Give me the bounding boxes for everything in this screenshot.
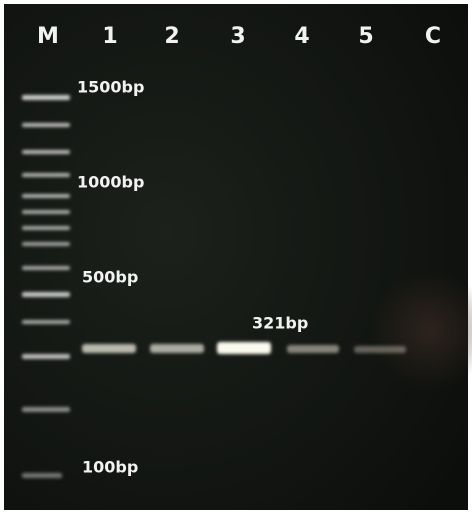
ladder-band xyxy=(22,194,70,198)
size-label: 1000bp xyxy=(77,173,144,192)
ladder-band xyxy=(22,210,70,214)
ladder-band xyxy=(22,226,70,230)
ladder-band xyxy=(22,407,70,412)
lane-label: C xyxy=(425,24,441,49)
ladder-band xyxy=(22,354,70,359)
ladder-band xyxy=(22,320,70,324)
lane-label: 2 xyxy=(164,24,179,49)
ladder-band xyxy=(22,150,70,154)
gel-image: M 1 2 3 4 5 C 1500bp 1000bp 500bp 100bp … xyxy=(0,0,472,514)
gel-background xyxy=(4,4,468,510)
page: M 1 2 3 4 5 C 1500bp 1000bp 500bp 100bp … xyxy=(0,0,472,514)
band-lane-2 xyxy=(150,344,204,353)
band-lane-5 xyxy=(354,346,406,353)
size-label: 1500bp xyxy=(77,78,144,97)
ladder-band xyxy=(22,123,70,127)
ladder-band xyxy=(22,95,70,100)
ladder-band xyxy=(22,266,70,270)
lane-label: 4 xyxy=(294,24,309,49)
ladder-band xyxy=(22,473,62,478)
ladder-band xyxy=(22,173,70,177)
lane-label: 3 xyxy=(230,24,245,49)
lane-label: 1 xyxy=(102,24,117,49)
ladder-band xyxy=(22,242,70,246)
product-label: 321bp xyxy=(252,314,308,333)
band-lane-4 xyxy=(287,345,339,353)
size-label: 100bp xyxy=(82,458,138,477)
lane-label: 5 xyxy=(358,24,373,49)
lane-label: M xyxy=(37,24,59,49)
size-label: 500bp xyxy=(82,268,138,287)
band-lane-3 xyxy=(217,342,271,354)
band-lane-1 xyxy=(82,344,136,353)
ladder-band xyxy=(22,292,70,297)
